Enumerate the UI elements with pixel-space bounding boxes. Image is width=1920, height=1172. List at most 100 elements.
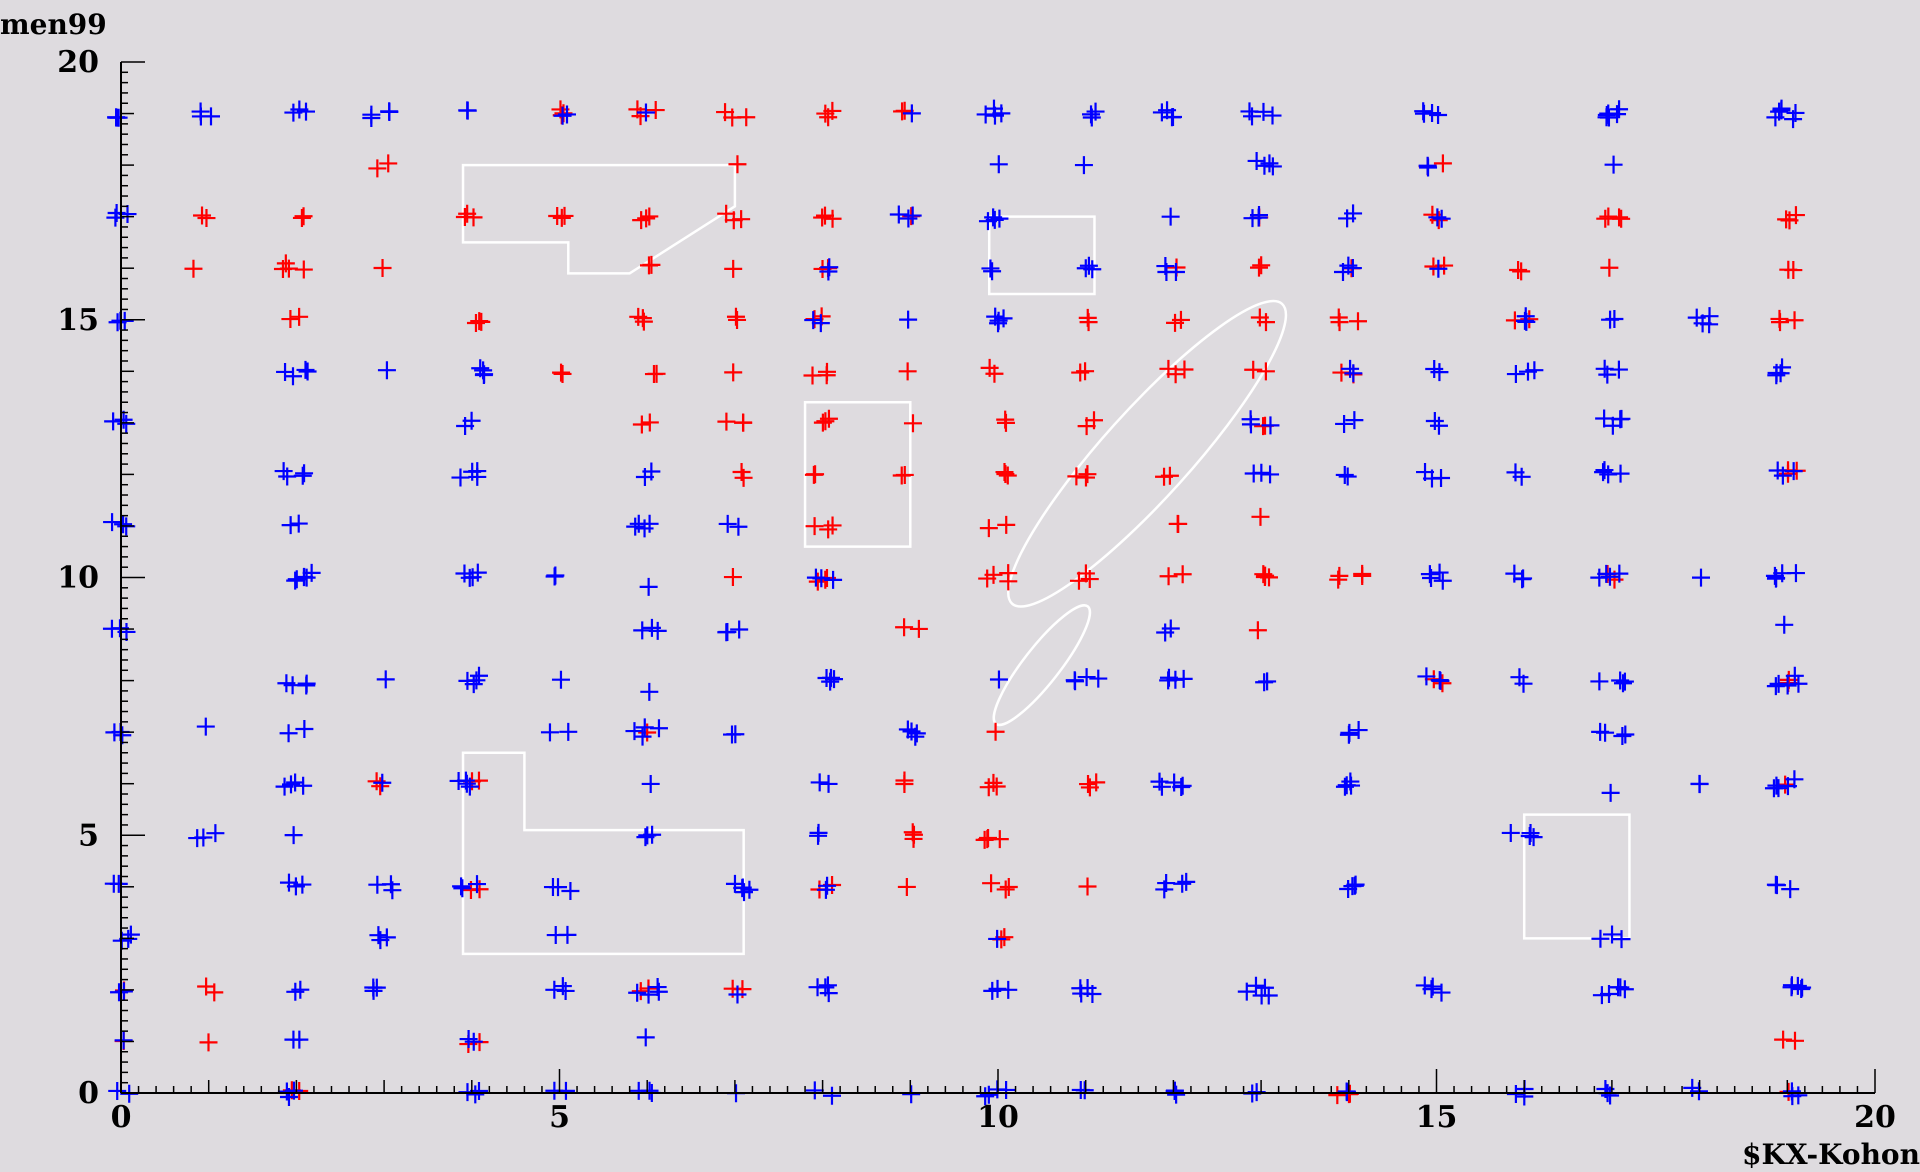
scatter-point: [289, 514, 308, 533]
scatter-point: [1609, 360, 1628, 379]
scatter-point: [989, 314, 1008, 333]
scatter-point: [1429, 106, 1448, 125]
scatter-point: [1261, 416, 1280, 435]
y-axis-label: men99: [0, 8, 107, 41]
scatter-point: [639, 985, 658, 1004]
scatter-point: [377, 361, 396, 380]
scatter-point: [1603, 925, 1622, 944]
scatter-point: [466, 313, 485, 332]
scatter-point: [986, 722, 1005, 741]
scatter-point: [634, 312, 653, 331]
scatter-point: [1165, 1081, 1184, 1100]
scatter-point: [1082, 105, 1101, 124]
scatter-point: [648, 978, 667, 997]
scatter-point: [545, 567, 564, 586]
scatter-point: [286, 773, 305, 792]
scatter-point: [381, 875, 400, 894]
scatter-point: [1247, 151, 1266, 170]
scatter-point: [999, 980, 1018, 999]
scatter-point: [1077, 417, 1096, 436]
scatter-point: [376, 670, 395, 689]
scatter-point: [199, 1033, 218, 1052]
scatter-point: [804, 311, 823, 330]
scatter-point: [998, 466, 1017, 485]
scatter-point: [823, 209, 842, 228]
scatter-point: [805, 1081, 824, 1100]
scatter-point: [1521, 824, 1540, 843]
scatter-point: [895, 618, 914, 637]
scatter-point: [108, 313, 127, 332]
scatter-point: [1353, 566, 1372, 585]
scatter-point: [1172, 777, 1191, 796]
scatter-point: [1700, 307, 1719, 326]
scatter-point: [1338, 467, 1357, 486]
scatter-point: [284, 1030, 303, 1049]
scatter-point: [996, 880, 1015, 899]
scatter-point: [984, 565, 1003, 584]
scatter-point: [1173, 776, 1192, 795]
scatter-point: [294, 776, 313, 795]
scatter-point: [1159, 567, 1178, 586]
scatter-point: [1601, 310, 1620, 329]
scatter-point: [197, 977, 216, 996]
scatter-point: [107, 108, 126, 127]
scatter-point: [284, 103, 303, 122]
scatter-point: [274, 462, 293, 481]
scatter-point: [1430, 363, 1449, 382]
scatter-point: [902, 1085, 921, 1104]
scatter-point: [895, 774, 914, 793]
scatter-point: [1429, 416, 1448, 435]
scatter-point: [1173, 565, 1192, 584]
scatter-point: [1335, 465, 1354, 484]
scatter-point: [1417, 667, 1436, 686]
scatter-point: [464, 1032, 483, 1051]
scatter-point: [1598, 365, 1617, 384]
scatter-point: [458, 101, 477, 120]
scatter-point: [995, 928, 1014, 947]
scatter-point: [295, 464, 314, 483]
scatter-point: [1414, 102, 1433, 121]
scatter-point: [371, 777, 390, 796]
scatter-point: [984, 208, 1003, 227]
scatter-point: [380, 102, 399, 121]
scatter-point: [723, 568, 742, 587]
scatter-point: [635, 468, 654, 487]
scatter-point: [1249, 258, 1268, 277]
scatter-point: [1339, 725, 1358, 744]
scatter-point: [629, 1081, 648, 1100]
scatter-point: [717, 412, 736, 431]
scatter-point: [1506, 463, 1525, 482]
scatter-point: [638, 723, 657, 742]
scatter-point: [114, 1031, 133, 1050]
scatter-point: [281, 310, 300, 329]
scatter-point: [825, 670, 844, 689]
scatter-point: [1160, 466, 1179, 485]
scatter-point: [999, 572, 1018, 591]
scatter-point: [1237, 982, 1256, 1001]
scatter-point: [803, 366, 822, 385]
scatter-point: [1772, 101, 1791, 120]
scatter-point: [1155, 880, 1174, 899]
scatter-point: [975, 830, 994, 849]
scatter-point: [1345, 411, 1364, 430]
scatter-point: [898, 362, 917, 381]
scatter-point: [1612, 930, 1631, 949]
scatter-point: [1078, 465, 1097, 484]
scatter-point: [1080, 778, 1099, 797]
scatter-point: [640, 682, 659, 701]
scatter-point: [114, 410, 133, 429]
scatter-point: [1254, 102, 1273, 121]
scatter-point: [1614, 674, 1633, 693]
scatter-point: [811, 314, 830, 333]
scatter-point: [552, 208, 571, 227]
scatter-point: [1506, 365, 1525, 384]
scatter-point: [1167, 1085, 1186, 1104]
scatter-point: [981, 259, 1000, 278]
scatter-point: [362, 105, 381, 124]
scatter-point: [295, 720, 314, 739]
scatter-point: [1337, 776, 1356, 795]
scatter-point: [1610, 100, 1629, 119]
scatter-point: [1258, 672, 1277, 691]
scatter-point: [997, 515, 1016, 534]
